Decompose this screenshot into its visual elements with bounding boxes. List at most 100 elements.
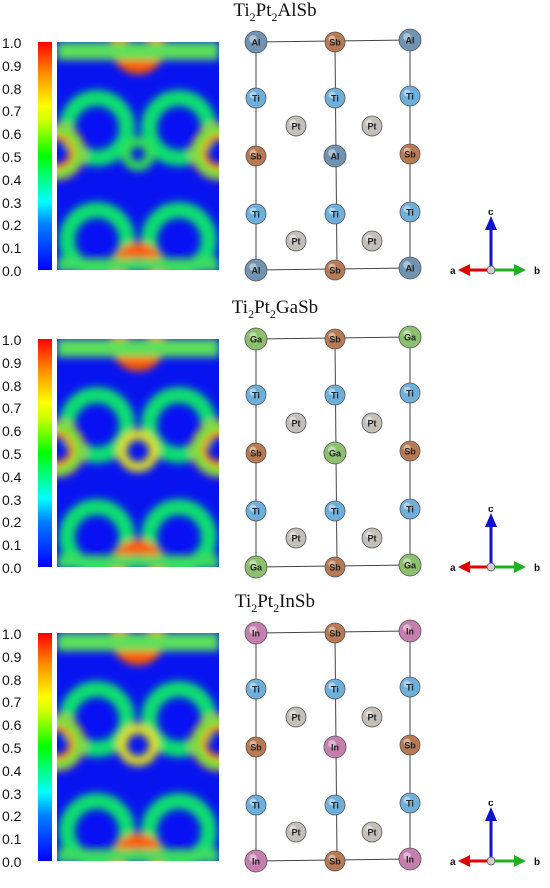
title-part: Ti [235,591,252,612]
axis-c-arrowhead [485,807,497,821]
atom-sb: Sb [245,145,267,167]
atom-ti: Ti [245,384,267,406]
atom-label: Ga [250,335,263,345]
title-part: 2 [248,306,255,321]
atom-label: Sb [329,629,341,639]
colorbar-tick-label: 0.8 [2,671,22,688]
title-part: Ti [231,297,249,318]
atom-ti: Ti [324,678,346,700]
atom-label: Ti [406,389,414,399]
atom-ti: Ti [245,87,267,109]
atom-label: Ti [252,801,260,811]
colorbar-tick-label: 0.9 [2,648,22,665]
atom-label: Sb [329,563,341,573]
atom-pt: Pt [361,412,383,434]
atom-label: Ti [331,685,339,695]
atom-label: In [406,627,414,637]
atom-label: Pt [292,122,301,132]
atom-corner: Al [244,258,268,282]
atom-label: Al [252,38,261,48]
colorbar-tick-label: 0.3 [2,194,22,211]
atom-label: Pt [292,534,301,544]
atom-corner: In [398,619,422,643]
atom-label: Al [252,266,261,276]
axis-a-arrowhead [458,855,470,867]
colorbar-tick-label: 0.5 [2,149,22,165]
atom-label: In [252,629,260,639]
elf-map [57,339,219,567]
panel-title: Ti2Pt2GaSb [150,297,400,322]
atom-label: In [406,855,414,865]
atom-label: Ti [252,94,260,104]
colorbar-tick-label: 0.2 [2,808,22,825]
atom-label: Al [406,36,415,46]
colorbar [38,42,52,270]
colorbar-tick-label: 0.6 [2,423,22,440]
atom-label: Ti [406,92,414,102]
atom-label: Ti [331,210,339,220]
axis-a-arrowhead [458,561,470,573]
colorbar-tick-label: 0.9 [2,57,22,74]
axis-label-c: c [488,801,494,809]
colorbar-tick-label: 0.5 [2,740,22,756]
atom-label: Ga [404,561,417,571]
axis-label-a: a [450,266,456,277]
atom-label: Pt [368,534,377,544]
atom-corner: In [244,849,268,873]
crystal-structure: In Sb In Ti Ti Ti Pt Pt Sb In Sb Ti Ti Ti Pt Pt In Sb In [244,619,422,873]
atom-ti: Ti [324,87,346,109]
colorbar-tick-label: 0.1 [2,831,22,848]
atom-center: Ga [323,441,347,465]
atom-label: Ga [404,333,417,343]
axis-label-b: b [534,857,540,868]
atom-ti: Ti [324,500,346,522]
colorbar-tick-label: 0.8 [2,80,22,97]
atom-label: Sb [329,335,341,345]
crystal-structure: Al Sb Al Ti Ti Ti Pt Pt Sb Al Sb Ti Ti Ti Pt Pt Al Sb Al [244,28,422,282]
atom-center: Al [323,144,347,168]
atom-label: Sb [250,743,262,753]
atom-label: Sb [404,447,416,457]
atom-corner: Ga [244,555,268,579]
atom-corner: Al [398,28,422,52]
atom-ti: Ti [399,382,421,404]
atom-label: Sb [329,266,341,276]
atom-label: Ti [252,685,260,695]
panel-0: Ti2Pt2AlSb 1.0 0.9 0.8 0.7 0.6 0.5 0.4 0.3 0.2 0.1… [0,0,550,294]
colorbar-ticks: 1.0 0.9 0.8 0.7 0.6 0.5 0.4 0.3 0.2 0.1 0.0 [0,0,38,294]
atom-ti: Ti [399,792,421,814]
atom-ti: Ti [324,203,346,225]
atom-label: Ti [331,94,339,104]
atom-label: Ti [406,208,414,218]
atom-label: Pt [292,419,301,429]
title-part: Pt [254,297,270,318]
axis-origin [486,856,496,866]
atom-label: Ti [252,210,260,220]
atom-label: Sb [404,741,416,751]
panel-title: Ti2Pt2AlSb [150,0,400,25]
atom-ti: Ti [324,384,346,406]
axis-origin [486,562,496,572]
colorbar-tick-label: 0.1 [2,240,22,257]
atom-label: Ti [406,799,414,809]
atom-label: Sb [404,150,416,160]
atom-ti: Ti [245,203,267,225]
atom-ti: Ti [245,500,267,522]
title-part: Pt [257,591,274,612]
colorbar-tick-label: 0.3 [2,785,22,802]
crystal-structure: Ga Sb Ga Ti Ti Ti Pt Pt Sb Ga Sb Ti Ti Ti Pt Pt Ga Sb Ga [244,325,422,579]
atom-sb: Sb [324,31,346,53]
atom-label: Pt [368,122,377,132]
axis-label-a: a [450,563,456,574]
title-part: 2 [249,9,256,24]
atom-label: In [252,857,260,867]
axis-label-c: c [488,507,494,515]
colorbar-tick-label: 0.3 [2,491,22,508]
colorbar-tick-label: 1.0 [2,332,22,348]
atom-corner: Ga [398,325,422,349]
atom-pt: Pt [285,706,307,728]
colorbar-tick-label: 0.8 [2,377,22,394]
axis-c-arrowhead [485,513,497,527]
atom-center: In [323,735,347,759]
atom-label: Al [331,152,340,162]
